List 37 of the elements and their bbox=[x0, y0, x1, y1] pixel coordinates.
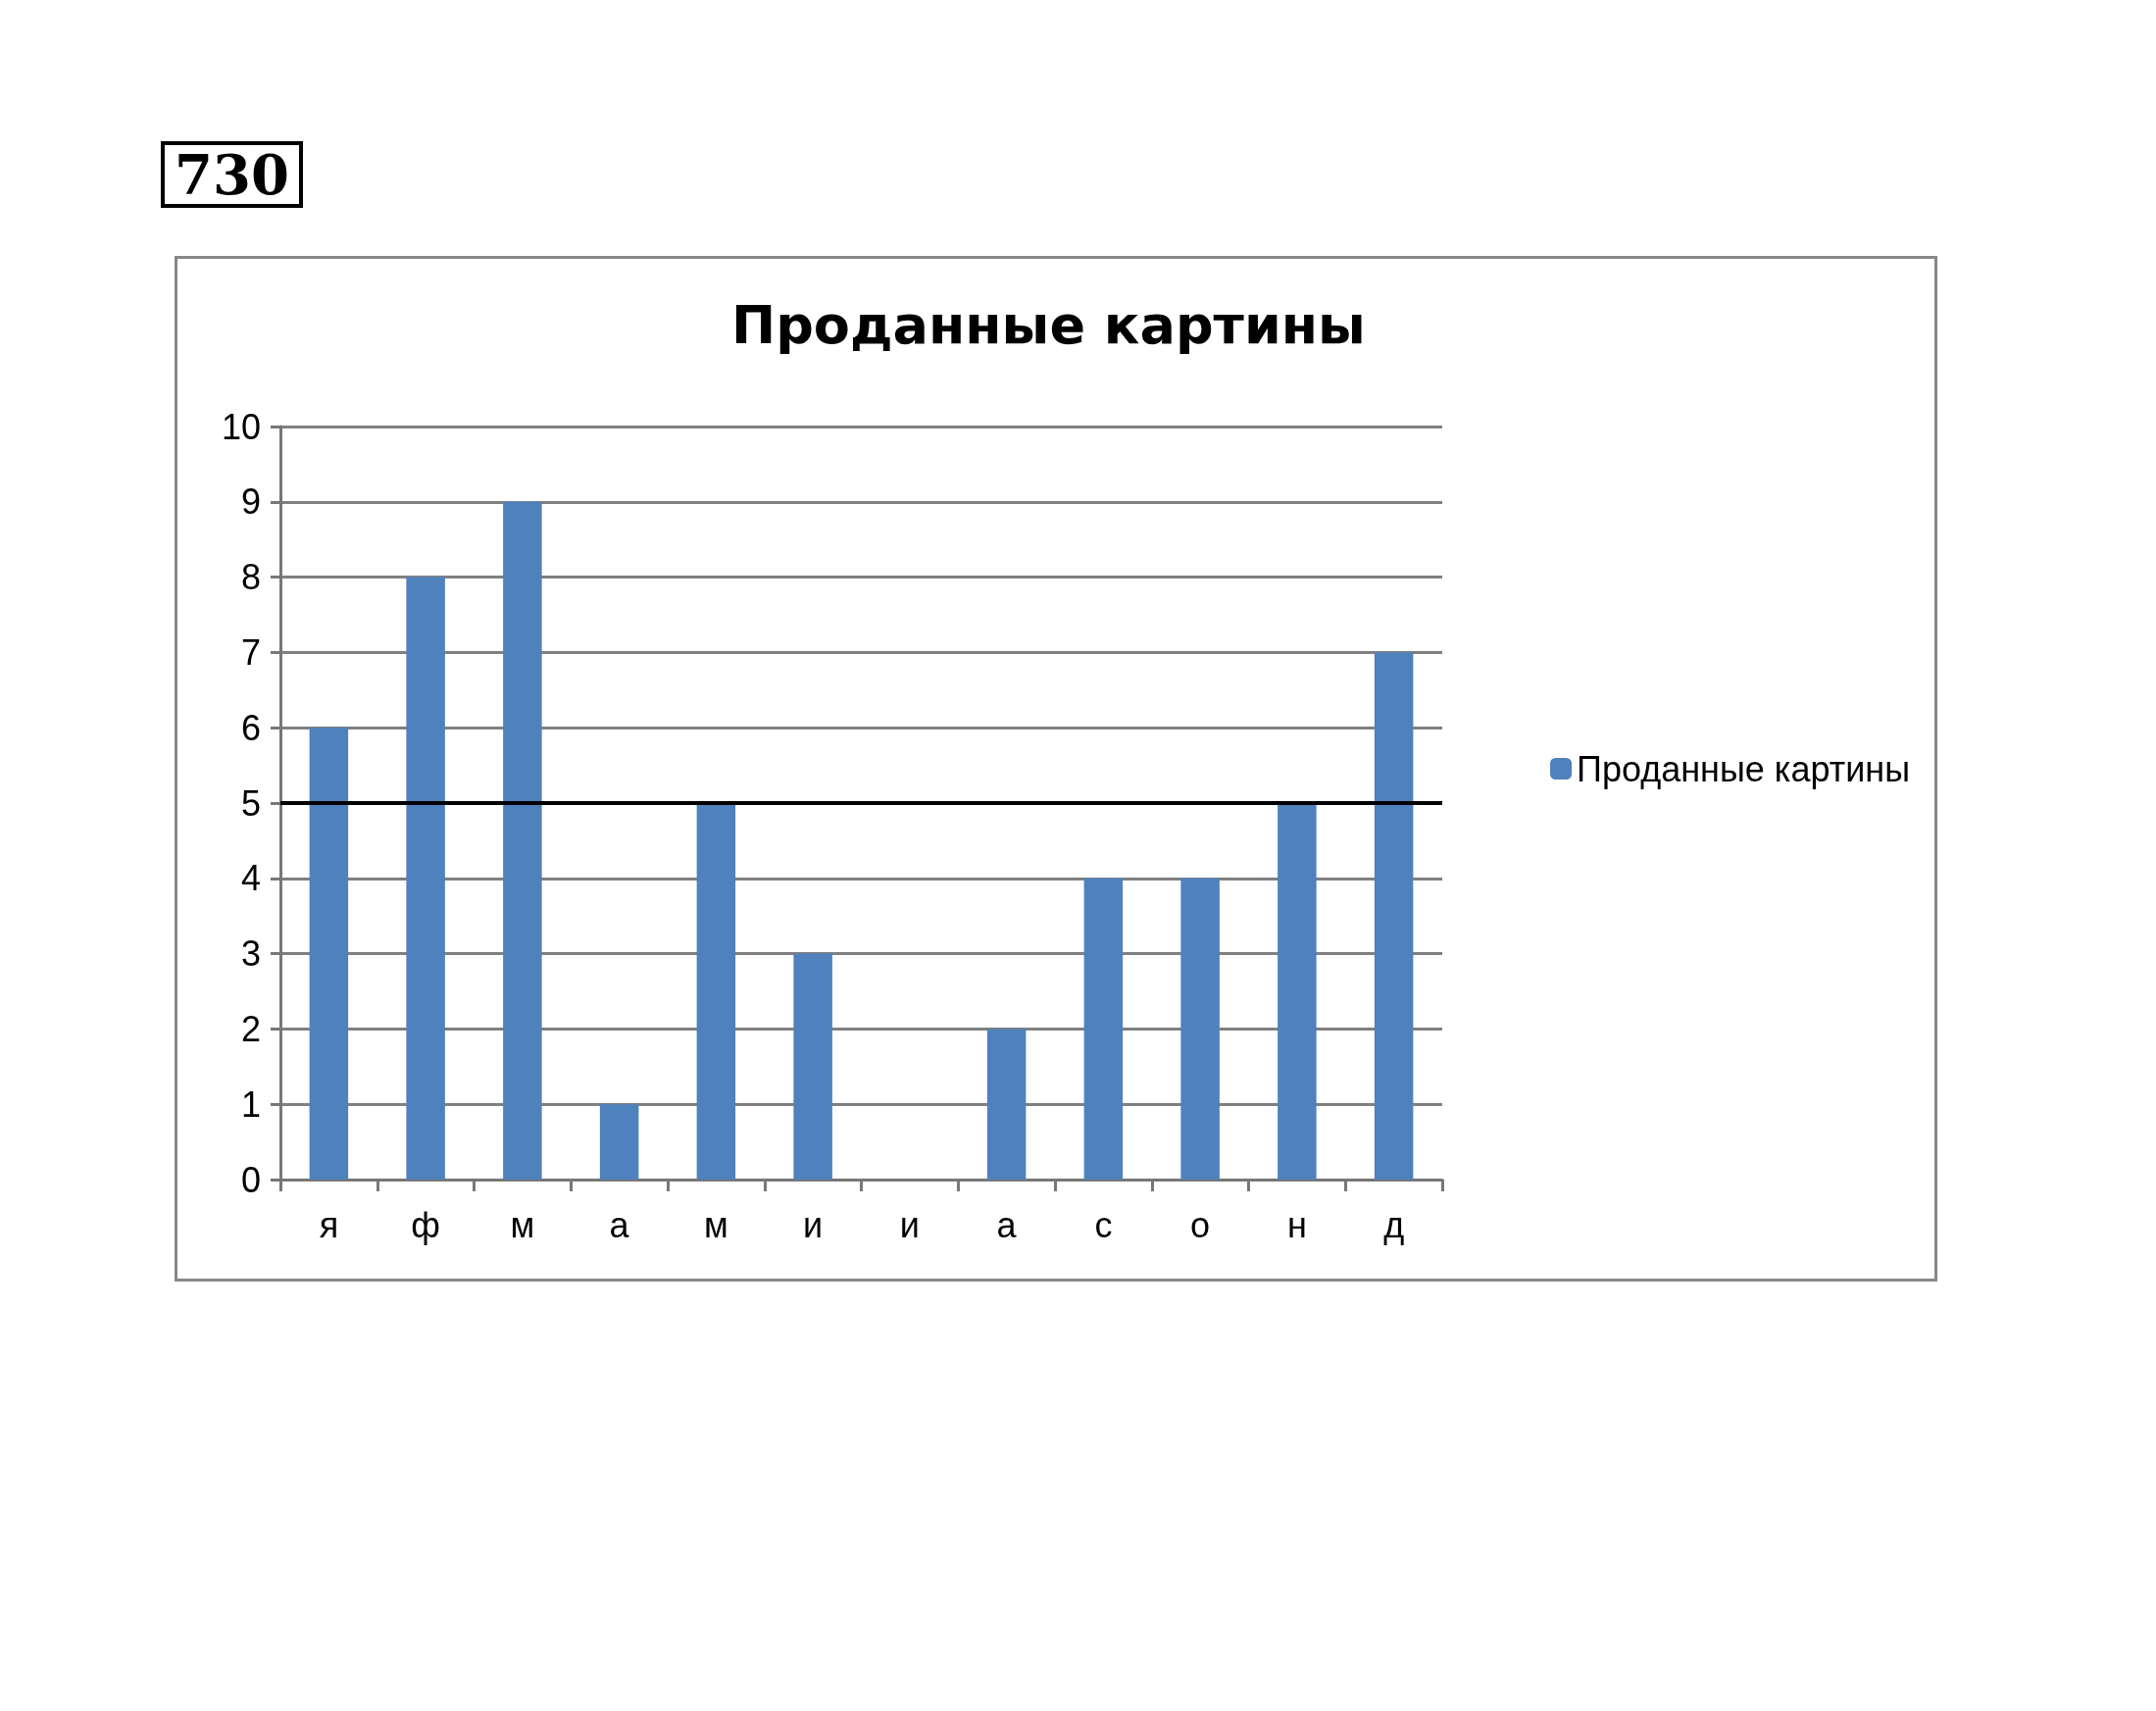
legend-label: Проданные картины bbox=[1577, 748, 1911, 789]
bar bbox=[986, 1029, 1027, 1180]
bar bbox=[696, 803, 736, 1180]
y-tick-label: 0 bbox=[240, 1159, 261, 1200]
bar bbox=[793, 953, 832, 1180]
x-tick-label: о bbox=[1190, 1204, 1211, 1245]
bar bbox=[309, 728, 349, 1180]
y-tick-label: 9 bbox=[240, 481, 261, 523]
x-tick-label: д bbox=[1383, 1204, 1405, 1245]
y-tick-label: 4 bbox=[240, 858, 261, 899]
x-tick-label: а bbox=[996, 1204, 1018, 1245]
x-tick-label: и bbox=[899, 1204, 920, 1245]
y-tick-label: 7 bbox=[240, 631, 261, 673]
bar bbox=[503, 501, 542, 1180]
text: 730 bbox=[161, 141, 303, 208]
x-tick-label: а bbox=[609, 1204, 630, 1245]
y-tick-label: 6 bbox=[240, 707, 261, 748]
bar bbox=[1083, 878, 1124, 1180]
x-tick-label: м bbox=[510, 1204, 535, 1245]
chart-title: Проданные картины bbox=[731, 293, 1366, 356]
bar bbox=[406, 577, 445, 1180]
x-tick-label: и bbox=[803, 1204, 824, 1245]
x-tick-label: н bbox=[1286, 1204, 1307, 1245]
x-tick-label: ф bbox=[411, 1204, 440, 1245]
bar bbox=[1278, 803, 1317, 1180]
y-tick-label: 2 bbox=[240, 1008, 261, 1049]
y-tick-label: 3 bbox=[240, 933, 261, 975]
bar bbox=[1180, 878, 1220, 1180]
x-tick-label: м bbox=[704, 1204, 728, 1245]
y-tick-label: 1 bbox=[240, 1083, 261, 1125]
bar bbox=[599, 1104, 639, 1180]
bar bbox=[1374, 652, 1414, 1180]
y-tick-label: 8 bbox=[240, 557, 261, 598]
y-tick-label: 10 bbox=[221, 406, 261, 447]
y-tick-label: 5 bbox=[240, 782, 261, 824]
x-tick-label: с bbox=[1094, 1204, 1113, 1245]
x-tick-label: я bbox=[319, 1204, 339, 1245]
